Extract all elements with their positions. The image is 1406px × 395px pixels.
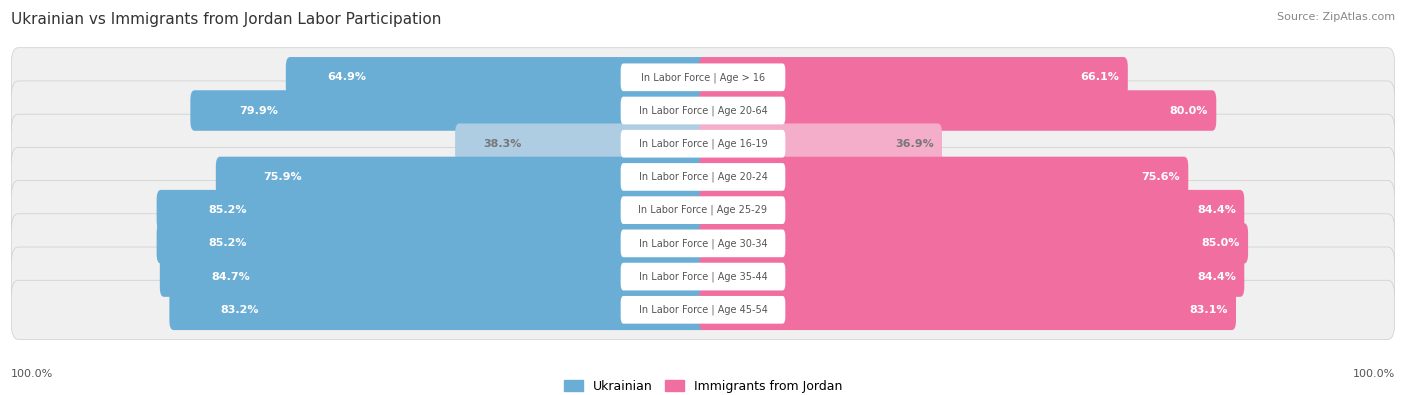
- Text: 83.2%: 83.2%: [219, 305, 259, 315]
- Text: 85.0%: 85.0%: [1201, 238, 1240, 248]
- Text: 66.1%: 66.1%: [1081, 72, 1119, 82]
- Text: 36.9%: 36.9%: [896, 139, 934, 149]
- FancyBboxPatch shape: [620, 229, 786, 257]
- FancyBboxPatch shape: [285, 57, 707, 98]
- FancyBboxPatch shape: [156, 190, 707, 230]
- FancyBboxPatch shape: [699, 190, 1244, 230]
- Text: In Labor Force | Age 35-44: In Labor Force | Age 35-44: [638, 271, 768, 282]
- Text: 100.0%: 100.0%: [11, 369, 53, 379]
- FancyBboxPatch shape: [620, 296, 786, 324]
- FancyBboxPatch shape: [620, 64, 786, 91]
- Text: In Labor Force | Age 16-19: In Labor Force | Age 16-19: [638, 139, 768, 149]
- Text: 38.3%: 38.3%: [482, 139, 522, 149]
- Text: In Labor Force | Age 45-54: In Labor Force | Age 45-54: [638, 305, 768, 315]
- Text: 85.2%: 85.2%: [208, 238, 247, 248]
- Text: Source: ZipAtlas.com: Source: ZipAtlas.com: [1277, 12, 1395, 22]
- FancyBboxPatch shape: [215, 157, 707, 197]
- Text: In Labor Force | Age 30-34: In Labor Force | Age 30-34: [638, 238, 768, 248]
- Text: 100.0%: 100.0%: [1353, 369, 1395, 379]
- FancyBboxPatch shape: [11, 280, 1395, 339]
- Text: In Labor Force | Age 20-24: In Labor Force | Age 20-24: [638, 172, 768, 182]
- FancyBboxPatch shape: [11, 48, 1395, 107]
- Text: 79.9%: 79.9%: [239, 105, 278, 115]
- FancyBboxPatch shape: [699, 124, 942, 164]
- FancyBboxPatch shape: [11, 214, 1395, 273]
- FancyBboxPatch shape: [620, 196, 786, 224]
- FancyBboxPatch shape: [699, 223, 1249, 263]
- FancyBboxPatch shape: [699, 290, 1236, 330]
- Text: 80.0%: 80.0%: [1170, 105, 1208, 115]
- FancyBboxPatch shape: [620, 130, 786, 158]
- Text: 75.6%: 75.6%: [1142, 172, 1180, 182]
- Text: In Labor Force | Age 25-29: In Labor Force | Age 25-29: [638, 205, 768, 215]
- FancyBboxPatch shape: [456, 124, 707, 164]
- Text: 75.9%: 75.9%: [263, 172, 301, 182]
- FancyBboxPatch shape: [699, 256, 1244, 297]
- FancyBboxPatch shape: [190, 90, 707, 131]
- FancyBboxPatch shape: [11, 81, 1395, 140]
- FancyBboxPatch shape: [169, 290, 707, 330]
- FancyBboxPatch shape: [156, 223, 707, 263]
- Text: 84.7%: 84.7%: [211, 272, 250, 282]
- Legend: Ukrainian, Immigrants from Jordan: Ukrainian, Immigrants from Jordan: [560, 375, 846, 395]
- Text: 84.4%: 84.4%: [1197, 272, 1236, 282]
- Text: Ukrainian vs Immigrants from Jordan Labor Participation: Ukrainian vs Immigrants from Jordan Labo…: [11, 12, 441, 27]
- Text: In Labor Force | Age 20-64: In Labor Force | Age 20-64: [638, 105, 768, 116]
- FancyBboxPatch shape: [699, 90, 1216, 131]
- FancyBboxPatch shape: [620, 263, 786, 290]
- Text: 64.9%: 64.9%: [328, 72, 366, 82]
- FancyBboxPatch shape: [160, 256, 707, 297]
- Text: 85.2%: 85.2%: [208, 205, 247, 215]
- FancyBboxPatch shape: [11, 114, 1395, 173]
- Text: 83.1%: 83.1%: [1189, 305, 1227, 315]
- FancyBboxPatch shape: [11, 147, 1395, 207]
- FancyBboxPatch shape: [620, 97, 786, 124]
- FancyBboxPatch shape: [699, 57, 1128, 98]
- FancyBboxPatch shape: [11, 181, 1395, 240]
- FancyBboxPatch shape: [699, 157, 1188, 197]
- Text: In Labor Force | Age > 16: In Labor Force | Age > 16: [641, 72, 765, 83]
- FancyBboxPatch shape: [11, 247, 1395, 306]
- FancyBboxPatch shape: [620, 163, 786, 191]
- Text: 84.4%: 84.4%: [1197, 205, 1236, 215]
